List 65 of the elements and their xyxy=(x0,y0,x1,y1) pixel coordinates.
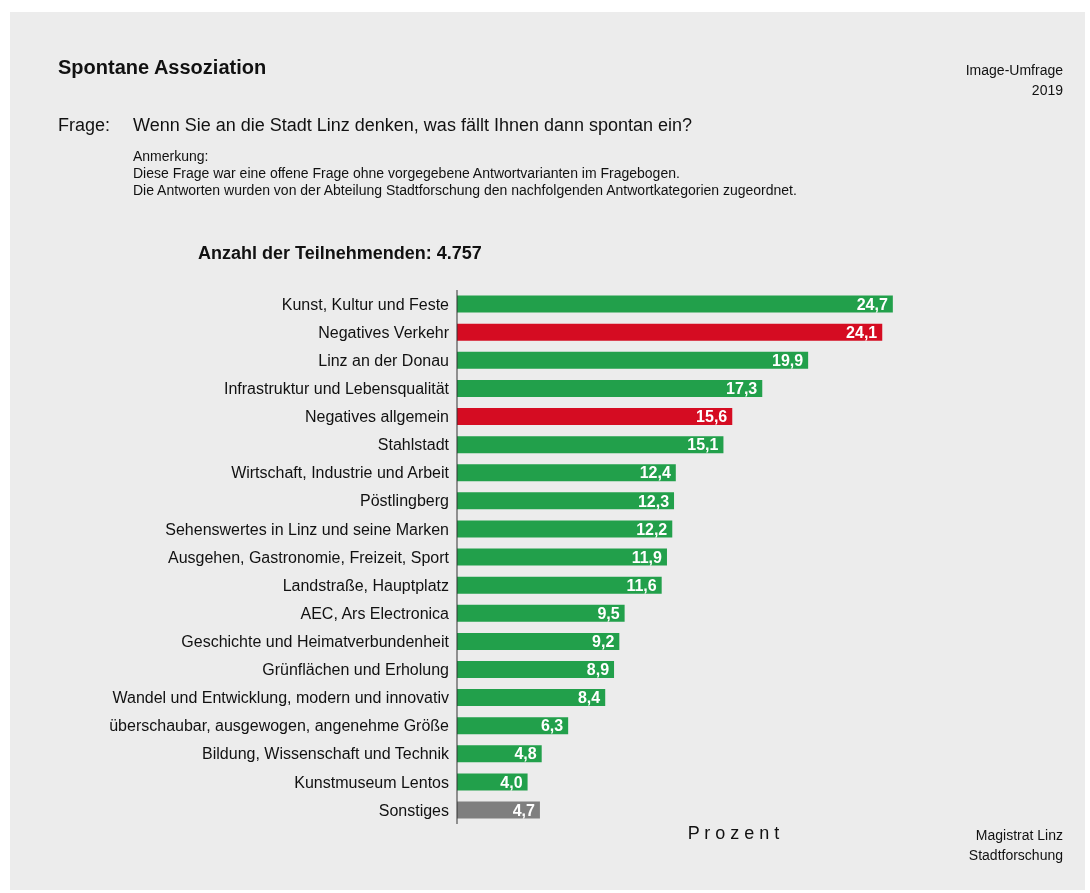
y-tick-label: Geschichte und Heimatverbundenheit xyxy=(181,633,450,650)
data-label: 9,5 xyxy=(597,604,620,622)
bar xyxy=(457,604,625,622)
y-tick-label: Sehenswertes in Linz und seine Marken xyxy=(165,520,449,538)
text: Diese Frage war eine offene Frage ohne vorgegebene Antwortvarianten im Fragebogen. xyxy=(133,165,680,181)
y-tick-label: überschaubar, ausgewogen, angenehme Größe xyxy=(109,717,450,735)
data-label: 12,2 xyxy=(636,520,668,538)
data-label: 8,9 xyxy=(586,661,610,679)
y-tick-label: Grünflächen und Erholung xyxy=(262,661,449,679)
data-label: 15,1 xyxy=(687,436,719,454)
bar xyxy=(457,576,662,594)
text: Die Antworten wurden von der Abteilung Stadtforschung den nachfolgenden Antwortkategorien zugeordnet. xyxy=(133,182,797,198)
y-tick-label: Negatives Verkehr xyxy=(318,323,450,341)
bar xyxy=(457,408,733,426)
y-tick-label: Bildung, Wissenschaft und Technik xyxy=(202,745,450,763)
bar xyxy=(457,323,883,341)
y-tick-label: Wirtschaft, Industrie und Arbeit xyxy=(231,464,450,482)
bar xyxy=(457,689,606,707)
data-label: 4,7 xyxy=(512,801,536,819)
bar xyxy=(457,632,620,650)
text: Image-Umfrage xyxy=(964,62,1063,78)
bar xyxy=(457,436,724,454)
bar xyxy=(457,660,615,678)
data-label: 9,2 xyxy=(592,633,615,651)
y-tick-label: Kunstmuseum Lentos xyxy=(294,773,449,791)
y-tick-label: AEC, Ars Electronica xyxy=(300,604,450,622)
y-tick-label: Kunst, Kultur und Feste xyxy=(281,295,450,313)
bar xyxy=(457,548,667,566)
data-label: 24,1 xyxy=(846,323,878,341)
text: Anzahl der Teilnehmenden: 4.757 xyxy=(198,243,482,264)
data-label: 17,3 xyxy=(726,380,758,398)
y-tick-label: Infrastruktur und Lebensqualität xyxy=(223,380,450,398)
text: Wenn Sie an die Stadt Linz denken, was fällt Ihnen dann spontan ein? xyxy=(133,115,693,136)
y-tick-label: Sonstiges xyxy=(378,801,449,819)
bar xyxy=(457,464,676,482)
text: Frage: xyxy=(58,115,111,136)
data-label: 12,3 xyxy=(637,492,670,510)
data-label: 11,6 xyxy=(626,576,657,594)
y-tick-label: Linz an der Donau xyxy=(318,351,449,369)
data-label: 11,9 xyxy=(631,548,663,566)
x-axis-title: P r o z e n t xyxy=(687,823,780,843)
y-tick-label: Ausgehen, Gastronomie, Freizeit, Sport xyxy=(167,548,450,566)
text: Anmerkung: xyxy=(133,148,209,164)
y-tick-label: Stahlstadt xyxy=(377,436,450,454)
data-label: 24,7 xyxy=(856,295,888,313)
data-label: 4,8 xyxy=(514,745,537,763)
text: Stadtforschung xyxy=(967,847,1063,863)
data-label: 6,3 xyxy=(540,717,564,735)
text: Magistrat Linz xyxy=(974,827,1063,843)
bar xyxy=(457,492,675,510)
bar xyxy=(457,295,893,313)
y-tick-label: Negatives allgemein xyxy=(304,408,449,426)
data-label: 8,4 xyxy=(577,689,601,707)
y-tick-label: Landstraße, Hauptplatz xyxy=(282,576,449,594)
y-tick-label: Wandel und Entwicklung, modern und innovativ xyxy=(112,689,449,707)
bar xyxy=(457,520,673,538)
bar xyxy=(457,351,809,369)
data-label: 15,6 xyxy=(696,408,728,426)
y-tick-label: Pöstlingberg xyxy=(360,492,449,510)
data-label: 12,4 xyxy=(639,464,671,482)
data-label: 19,9 xyxy=(772,352,804,370)
bar xyxy=(457,379,763,397)
text: Spontane Assoziation xyxy=(58,56,267,79)
data-label: 4,0 xyxy=(500,773,523,791)
text: 2019 xyxy=(1030,82,1063,98)
